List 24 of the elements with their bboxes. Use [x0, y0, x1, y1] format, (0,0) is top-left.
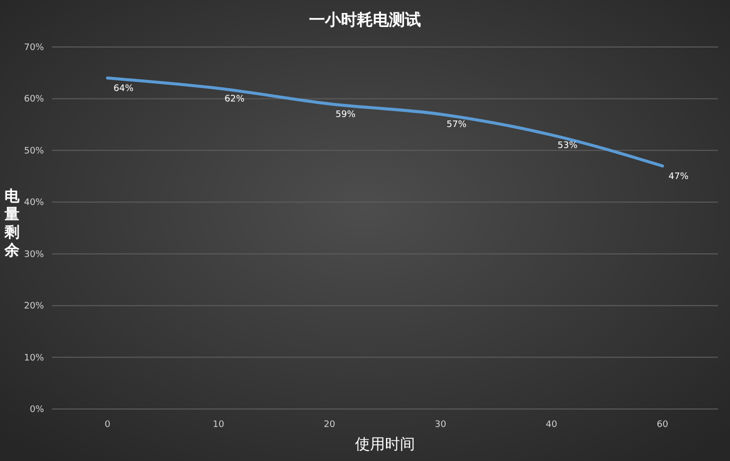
x-tick-label: 60 — [656, 420, 668, 430]
x-tick-label: 40 — [546, 420, 558, 430]
x-axis-title: 使用时间 — [355, 435, 415, 453]
data-label: 59% — [336, 110, 356, 120]
x-tick-label: 0 — [104, 420, 111, 430]
y-tick-label: 30% — [24, 250, 44, 260]
y-tick-label: 40% — [24, 198, 44, 208]
y-tick-label: 70% — [24, 43, 44, 53]
chart-title: 一小时耗电测试 — [309, 10, 421, 29]
x-tick-label: 10 — [212, 420, 224, 430]
data-label: 57% — [446, 120, 467, 130]
y-tick-label: 10% — [24, 353, 44, 364]
data-label: 47% — [668, 172, 689, 182]
data-label: 62% — [224, 94, 245, 104]
y-tick-label: 20% — [24, 302, 44, 312]
y-tick-label: 60% — [24, 94, 44, 105]
x-tick-label: 30 — [434, 420, 446, 430]
x-tick-label: 20 — [324, 420, 336, 430]
y-axis-title: 电量剩余 — [4, 187, 20, 259]
data-label: 64% — [114, 84, 134, 94]
line-series — [106, 76, 664, 168]
y-tick-label: 50% — [24, 146, 44, 156]
y-tick-label: 0% — [30, 405, 44, 415]
data-label: 53% — [558, 140, 578, 151]
